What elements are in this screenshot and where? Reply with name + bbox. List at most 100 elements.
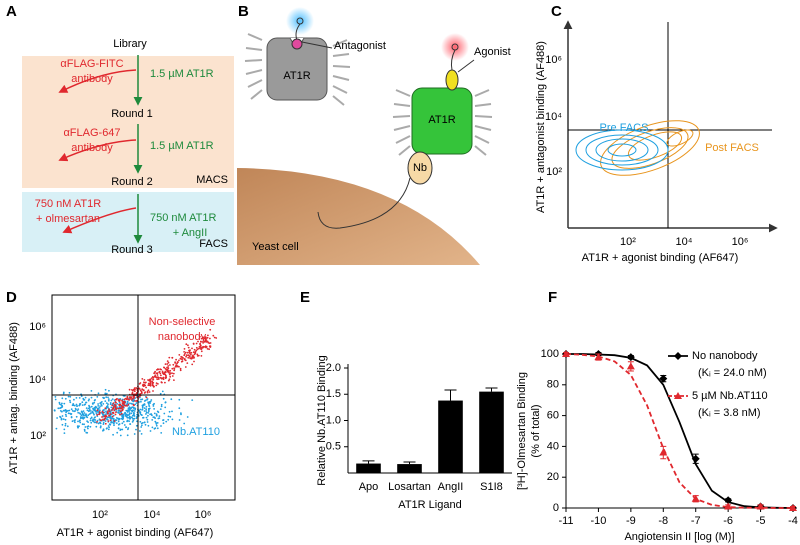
cell-dot [158, 370, 161, 373]
cell-dot [129, 402, 131, 405]
cell-dot [112, 407, 115, 409]
cell-dot [206, 348, 209, 350]
cell-dot [141, 398, 144, 401]
cell-dot [169, 415, 172, 418]
x-tick-label: 10² [620, 236, 636, 248]
cell-dot [88, 404, 90, 407]
y-tick-label: 10⁴ [29, 374, 46, 386]
population: Non-selective [149, 316, 216, 328]
cell-dot [106, 427, 108, 429]
agonist-label: Agonist [474, 46, 511, 58]
cell-dot [67, 395, 70, 398]
cell-dot [183, 348, 186, 350]
cell-label: Yeast cell [252, 241, 299, 253]
cell-dot [146, 421, 149, 423]
cell-dot [186, 351, 189, 354]
cell-dot [168, 410, 171, 413]
cell-dot [96, 414, 98, 416]
cell-dot [128, 412, 131, 414]
nanobody-label: Nb [413, 162, 427, 174]
cell-dot [171, 410, 173, 413]
agonist-mol [445, 69, 459, 91]
x-axis-label: Angiotensin II [log (M)] [624, 531, 734, 543]
cell-dot [70, 408, 73, 411]
cell-dot [108, 410, 111, 413]
cell-dot [151, 380, 154, 383]
cell-dot [178, 354, 181, 356]
cell-dot [178, 407, 181, 410]
cell-dot [120, 404, 123, 407]
cell-dot [139, 420, 142, 423]
cell-dot [163, 373, 165, 376]
cell-dot [126, 411, 129, 413]
cell-dot [124, 404, 127, 407]
cell-dot [178, 419, 181, 421]
antagonist-label: Antagonist [334, 40, 386, 52]
cell-dot [115, 422, 118, 424]
cell-dot [145, 405, 148, 408]
cell-dot [112, 433, 114, 436]
cell-dot [143, 385, 146, 387]
cell-dot [160, 403, 163, 406]
cell-dot [122, 413, 125, 416]
cell-dot [121, 409, 124, 411]
cell-dot [83, 423, 85, 426]
cell-dot [93, 407, 95, 410]
cell-dot [130, 396, 133, 398]
cell-dot [164, 401, 167, 403]
cell-dot [79, 421, 82, 424]
cell-dot [184, 366, 187, 368]
cell-dot [78, 425, 80, 428]
y-tick-label: 1.5 [326, 388, 341, 400]
cell-dot [134, 397, 137, 399]
cell-dot [128, 388, 131, 391]
cell-dot [128, 399, 131, 401]
step-left: + olmesartan [36, 213, 100, 225]
cell-dot [108, 414, 110, 417]
cell-dot [200, 340, 202, 343]
cell-dot [183, 422, 186, 425]
cell-dot [162, 422, 165, 425]
fit-curve [565, 353, 793, 509]
cell-dot [145, 386, 148, 389]
cell-dot [185, 343, 188, 346]
cell-dot [190, 351, 193, 354]
cell-dot [135, 387, 138, 389]
dot-cloud [53, 328, 218, 437]
cell-dot [155, 414, 158, 417]
group: MACS [196, 174, 228, 186]
cell-dot [75, 415, 78, 418]
y-axis-label: [³H]-Olmesartan Binding [516, 372, 528, 490]
cell-dot [145, 396, 148, 399]
cell-dot [180, 358, 183, 360]
cell-dot [111, 415, 114, 418]
cell-dot [73, 404, 76, 407]
cell-dot [123, 424, 126, 426]
nanobody [407, 151, 433, 185]
cell-dot [171, 375, 174, 377]
cell-dot [113, 420, 116, 422]
cell-dot [190, 353, 192, 356]
pre-facs-contours [575, 129, 669, 171]
cell-dot [129, 423, 132, 425]
cell-dot [135, 400, 138, 402]
x-tick-label: -4 [788, 515, 798, 527]
cell-dot [132, 396, 135, 399]
cell-dot [212, 334, 215, 337]
red-arrow [58, 139, 137, 162]
population: Post FACS [705, 142, 759, 154]
cell-dot [143, 410, 146, 412]
cell-dot [195, 346, 198, 349]
cell-dot [178, 359, 180, 362]
cell-dot [86, 409, 89, 412]
cell-dot [94, 399, 96, 401]
cell-dot [200, 337, 203, 340]
cell-dot [126, 434, 129, 437]
cell-dot [149, 382, 152, 384]
cell-dot [102, 403, 105, 405]
y-axis-label: (% of total) [530, 404, 542, 457]
cell-dot [61, 397, 64, 400]
cell-dot [82, 410, 85, 412]
cell-dot [156, 378, 159, 381]
cell-dot [141, 384, 144, 387]
